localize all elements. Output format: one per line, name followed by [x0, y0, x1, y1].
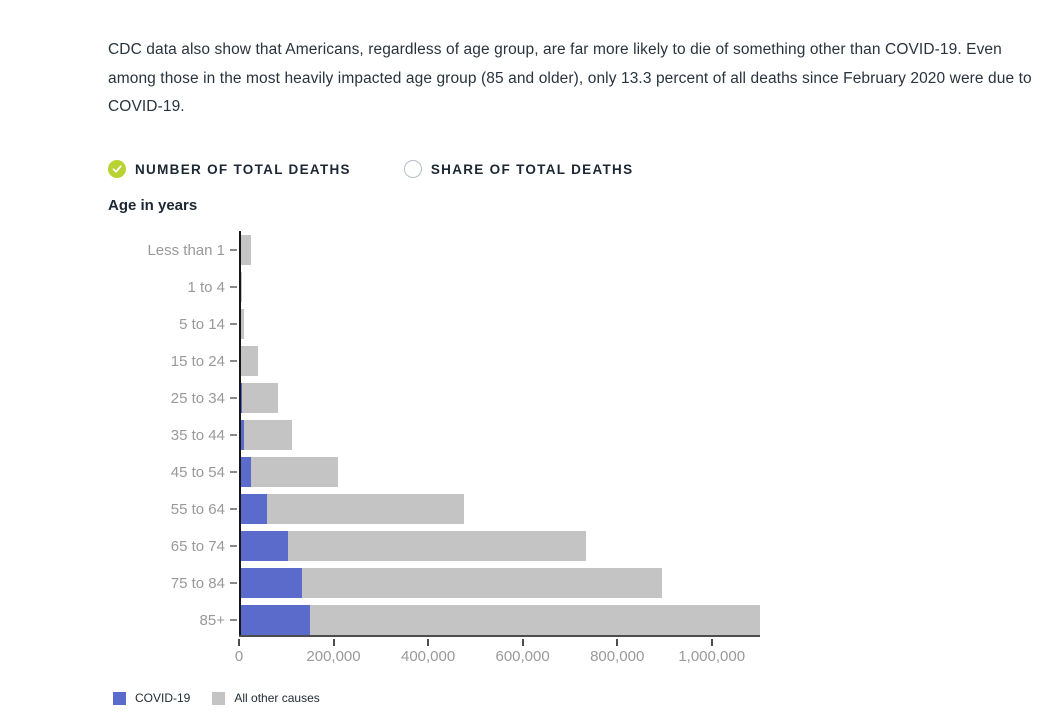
- y-tick: [230, 434, 237, 436]
- radio-unchecked-icon[interactable]: [403, 160, 422, 178]
- toggle-option-share-of-total-deaths[interactable]: SHARE OF TOTAL DEATHS: [403, 160, 634, 178]
- bar-65-to-74: [241, 531, 586, 561]
- bar-segment-all-other-causes: [288, 531, 586, 561]
- x-tick: [427, 639, 430, 646]
- bar-25-to-34: [241, 383, 278, 413]
- x-tick: [616, 639, 619, 646]
- bar-segment-all-other-causes: [241, 272, 242, 302]
- bar-55-to-64: [241, 494, 465, 524]
- bar-segment-all-other-causes: [243, 420, 293, 450]
- y-tick: [230, 286, 237, 288]
- axis-title: Age in years: [108, 197, 198, 214]
- category-label: 75 to 84: [170, 574, 225, 592]
- category-label: 25 to 34: [170, 389, 225, 407]
- x-tick-label: 600,000: [495, 648, 550, 665]
- stacked-bar-chart: Less than 1 1 to 4 5 to 14 15 to 24 25 to 34…: [108, 231, 808, 665]
- legend-label: COVID-19: [135, 691, 191, 705]
- x-tick: [521, 639, 524, 646]
- toggle-label: SHARE OF TOTAL DEATHS: [430, 161, 634, 177]
- toggle-label: NUMBER OF TOTAL DEATHS: [135, 161, 351, 177]
- bar-segment-all-other-causes: [241, 346, 259, 376]
- bar-segment-covid-19: [241, 568, 302, 598]
- bar-row: 25 to 34: [108, 383, 808, 413]
- other-causes-swatch: [212, 691, 226, 705]
- category-label: Less than 1: [147, 241, 225, 259]
- bar-row: 35 to 44: [108, 420, 808, 450]
- bar-segment-covid-19: [241, 457, 251, 487]
- x-tick-label: 800,000: [590, 648, 645, 665]
- y-tick: [230, 249, 237, 251]
- category-label: 1 to 4: [187, 278, 225, 296]
- bar-segment-all-other-causes: [241, 235, 251, 265]
- y-tick: [230, 619, 237, 621]
- chart-legend: COVID-19 All other causes: [113, 691, 320, 705]
- x-tick-label: 200,000: [306, 648, 361, 665]
- bar-row: 1 to 4: [108, 272, 808, 302]
- bar-segment-covid-19: [241, 531, 289, 561]
- bar-row: 85+: [108, 605, 808, 635]
- bar-segment-all-other-causes: [241, 383, 278, 413]
- category-label: 55 to 64: [170, 500, 225, 518]
- covid-swatch: [113, 691, 126, 705]
- y-tick: [230, 471, 237, 473]
- bar-segment-all-other-causes: [310, 605, 760, 635]
- category-label: 15 to 24: [170, 352, 225, 370]
- bar-row: 55 to 64: [108, 494, 808, 524]
- bar-less-than-1: [241, 235, 251, 265]
- checkmark-icon: [112, 165, 122, 173]
- legend-label: All other causes: [234, 691, 320, 705]
- x-tick: [238, 639, 240, 646]
- category-label: 45 to 54: [170, 463, 225, 481]
- toggle-option-number-of-total-deaths[interactable]: NUMBER OF TOTAL DEATHS: [108, 160, 351, 178]
- bar-row: 65 to 74: [108, 531, 808, 561]
- category-label: 35 to 44: [170, 426, 225, 444]
- bar-row: Less than 1: [108, 235, 808, 265]
- legend-item-other: All other causes: [212, 691, 320, 705]
- y-tick: [230, 508, 237, 510]
- bar-segment-all-other-causes: [266, 494, 465, 524]
- bar-35-to-44: [241, 420, 293, 450]
- bar-segment-covid-19: [241, 605, 310, 635]
- bar-85+: [241, 605, 760, 635]
- legend-item-covid: COVID-19: [113, 691, 190, 705]
- category-label: 5 to 14: [179, 315, 225, 333]
- bar-segment-all-other-causes: [302, 568, 662, 598]
- bar-45-to-54: [241, 457, 339, 487]
- bar-row: 5 to 14: [108, 309, 808, 339]
- intro-paragraph: CDC data also show that Americans, regar…: [108, 41, 1032, 115]
- chart-rows: Less than 1 1 to 4 5 to 14 15 to 24 25 to 34…: [108, 231, 808, 635]
- bar-15-to-24: [241, 346, 259, 376]
- y-tick: [230, 323, 237, 325]
- bar-row: 75 to 84: [108, 568, 808, 598]
- category-label: 65 to 74: [170, 537, 225, 555]
- radio-checked-icon[interactable]: [108, 160, 126, 178]
- y-tick: [230, 545, 237, 547]
- bar-row: 15 to 24: [108, 346, 808, 376]
- bar-row: 45 to 54: [108, 457, 808, 487]
- bar-segment-covid-19: [241, 383, 242, 413]
- bar-5-to-14: [241, 309, 244, 339]
- x-tick: [332, 639, 335, 646]
- x-axis: 0 200,000 400,000 600,000 800,000 1,000,000: [235, 635, 760, 665]
- y-tick: [230, 582, 237, 584]
- x-tick-label: 0: [234, 648, 244, 665]
- chart-view-toggle: NUMBER OF TOTAL DEATHS SHARE OF TOTAL DE…: [108, 159, 633, 179]
- bar-segment-all-other-causes: [250, 457, 339, 487]
- category-label: 85+: [199, 611, 225, 629]
- x-tick: [710, 639, 713, 646]
- y-tick: [230, 397, 237, 399]
- bar-segment-all-other-causes: [241, 309, 244, 339]
- y-axis-line: [239, 231, 241, 635]
- bar-segment-covid-19: [241, 420, 244, 450]
- y-tick: [230, 360, 237, 362]
- x-tick-label: 400,000: [400, 648, 456, 665]
- x-tick-label: 1,000,000: [678, 648, 746, 665]
- bar-segment-covid-19: [241, 494, 267, 524]
- bar-75-to-84: [241, 568, 662, 598]
- bar-1-to-4: [241, 272, 242, 302]
